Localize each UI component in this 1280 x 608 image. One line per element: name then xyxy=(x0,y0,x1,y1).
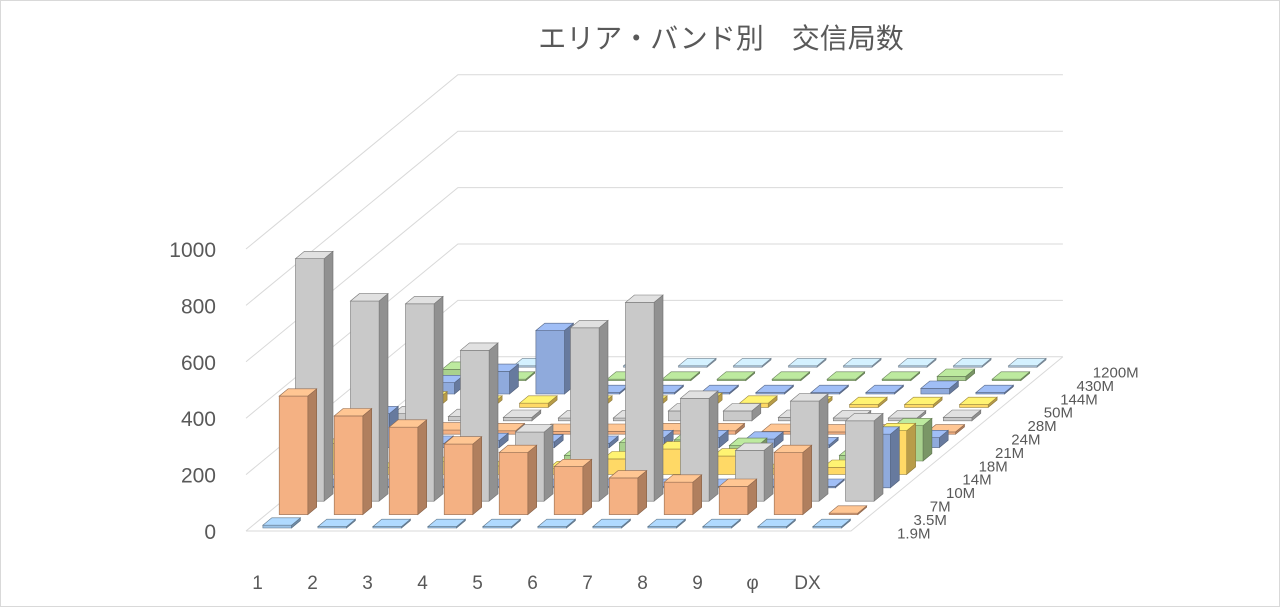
x-tick-label: 3 xyxy=(362,573,373,594)
bar-28M-3 xyxy=(502,409,542,422)
bar-50M-3 xyxy=(518,395,558,409)
x-tick-label: 6 xyxy=(527,573,538,594)
bar-3.5M-2 xyxy=(333,407,373,516)
x-tick-label: 4 xyxy=(417,573,428,594)
bar-144M-9 xyxy=(865,384,905,395)
bar-1.9M-9 xyxy=(702,518,742,529)
bar-1200M-7 xyxy=(787,357,827,368)
x-tick-label: φ xyxy=(746,573,758,594)
band-label: 144M xyxy=(1060,391,1098,408)
x-tick-label: 5 xyxy=(472,573,483,594)
bar-430M-9 xyxy=(881,371,921,382)
bar-7M-7 xyxy=(624,294,664,502)
bar-430M-φ xyxy=(936,368,976,382)
bar-430M-5 xyxy=(661,371,701,382)
y-tick-label: 200 xyxy=(181,465,216,488)
bar-144M-φ xyxy=(920,380,960,395)
bar-144M-DX xyxy=(975,384,1015,395)
bars xyxy=(262,250,1047,529)
floor-edge xyxy=(246,356,1064,532)
band-label: 24M xyxy=(1011,432,1040,449)
bar-1.9M-8 xyxy=(647,518,687,529)
bar-3.5M-7 xyxy=(608,469,648,516)
bar-430M-7 xyxy=(771,371,811,382)
bar-28M-DX xyxy=(942,409,982,422)
bar-3.5M-DX xyxy=(828,505,868,516)
bar-3.5M-1 xyxy=(278,388,318,516)
bar-3.5M-5 xyxy=(498,444,538,516)
bar-1.9M-5 xyxy=(482,518,522,529)
bar-1.9M-7 xyxy=(592,518,632,529)
bar-1200M-5 xyxy=(677,357,717,368)
x-tick-label: DX xyxy=(794,573,821,594)
band-label: 7M xyxy=(930,499,951,516)
band-label: 28M xyxy=(1028,418,1057,435)
bar-1.9M-6 xyxy=(537,518,577,529)
bar-1.9M-φ xyxy=(757,518,797,529)
band-label: 1200M xyxy=(1093,365,1139,382)
bar-430M-8 xyxy=(826,371,866,382)
bar-3.5M-3 xyxy=(388,419,428,516)
bar-3.5M-φ xyxy=(773,444,813,516)
bar-1200M-6 xyxy=(732,357,772,368)
bar-1.9M-2 xyxy=(317,518,357,529)
y-tick-label: 800 xyxy=(181,295,216,318)
gridline xyxy=(245,74,1063,250)
band-label: 14M xyxy=(962,472,991,489)
bar-1.9M-DX xyxy=(812,518,852,529)
band-label: 1.9M xyxy=(897,525,930,542)
chart-title: エリア・バンド別 交信局数 xyxy=(538,22,903,55)
band-label: 18M xyxy=(979,458,1008,475)
bar-144M-8 xyxy=(810,384,850,395)
bar-3.5M-6 xyxy=(553,458,593,516)
bar-1200M-9 xyxy=(897,357,937,368)
bar-1.9M-1 xyxy=(262,517,302,529)
bar-3.5M-4 xyxy=(443,436,483,516)
band-label: 21M xyxy=(995,445,1024,462)
band-label: 50M xyxy=(1044,405,1073,422)
bar-1200M-8 xyxy=(842,357,882,368)
y-tick-label: 600 xyxy=(181,352,216,375)
gridline xyxy=(245,130,1063,306)
x-tick-label: 9 xyxy=(692,573,703,594)
bar-1200M-φ xyxy=(952,357,992,368)
y-tick-label: 0 xyxy=(204,521,216,544)
x-tick-label: 1 xyxy=(252,573,263,594)
bar-430M-6 xyxy=(716,371,756,382)
bar-28M-7 xyxy=(722,402,762,422)
bar-7M-DX xyxy=(844,412,884,502)
y-tick-label: 400 xyxy=(181,408,216,431)
bar-430M-DX xyxy=(991,371,1031,382)
y-tick-label: 1000 xyxy=(169,239,216,262)
bar-3.5M-8 xyxy=(663,474,703,516)
x-tick-label: 7 xyxy=(582,573,593,594)
x-tick-label: 2 xyxy=(307,573,318,594)
bar-1.9M-4 xyxy=(427,518,467,529)
bar-3.5M-9 xyxy=(718,478,758,516)
bar-144M-7 xyxy=(755,384,795,395)
bar-144M-3 xyxy=(535,322,575,395)
bar-50M-9 xyxy=(848,396,888,409)
band-label: 3.5M xyxy=(914,512,947,529)
band-label: 430M xyxy=(1077,378,1115,395)
x-tick-label: 8 xyxy=(637,573,648,594)
bar-50M-φ xyxy=(903,396,943,409)
bar-1200M-DX xyxy=(1007,357,1047,368)
bar-1.9M-3 xyxy=(372,518,412,529)
bar-50M-DX xyxy=(958,396,998,409)
bar-7M-6 xyxy=(569,319,609,502)
band-label: 10M xyxy=(946,485,975,502)
